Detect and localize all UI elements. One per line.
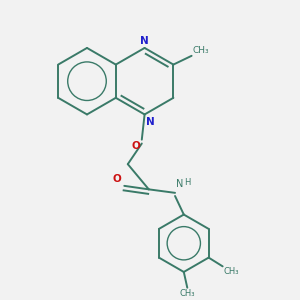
Text: N: N xyxy=(140,36,149,46)
Text: N: N xyxy=(146,117,155,127)
Text: CH₃: CH₃ xyxy=(223,267,239,276)
Text: N: N xyxy=(176,179,184,189)
Text: O: O xyxy=(131,141,140,151)
Text: H: H xyxy=(184,178,190,187)
Text: CH₃: CH₃ xyxy=(179,289,195,298)
Text: O: O xyxy=(113,174,122,184)
Text: CH₃: CH₃ xyxy=(192,46,209,55)
